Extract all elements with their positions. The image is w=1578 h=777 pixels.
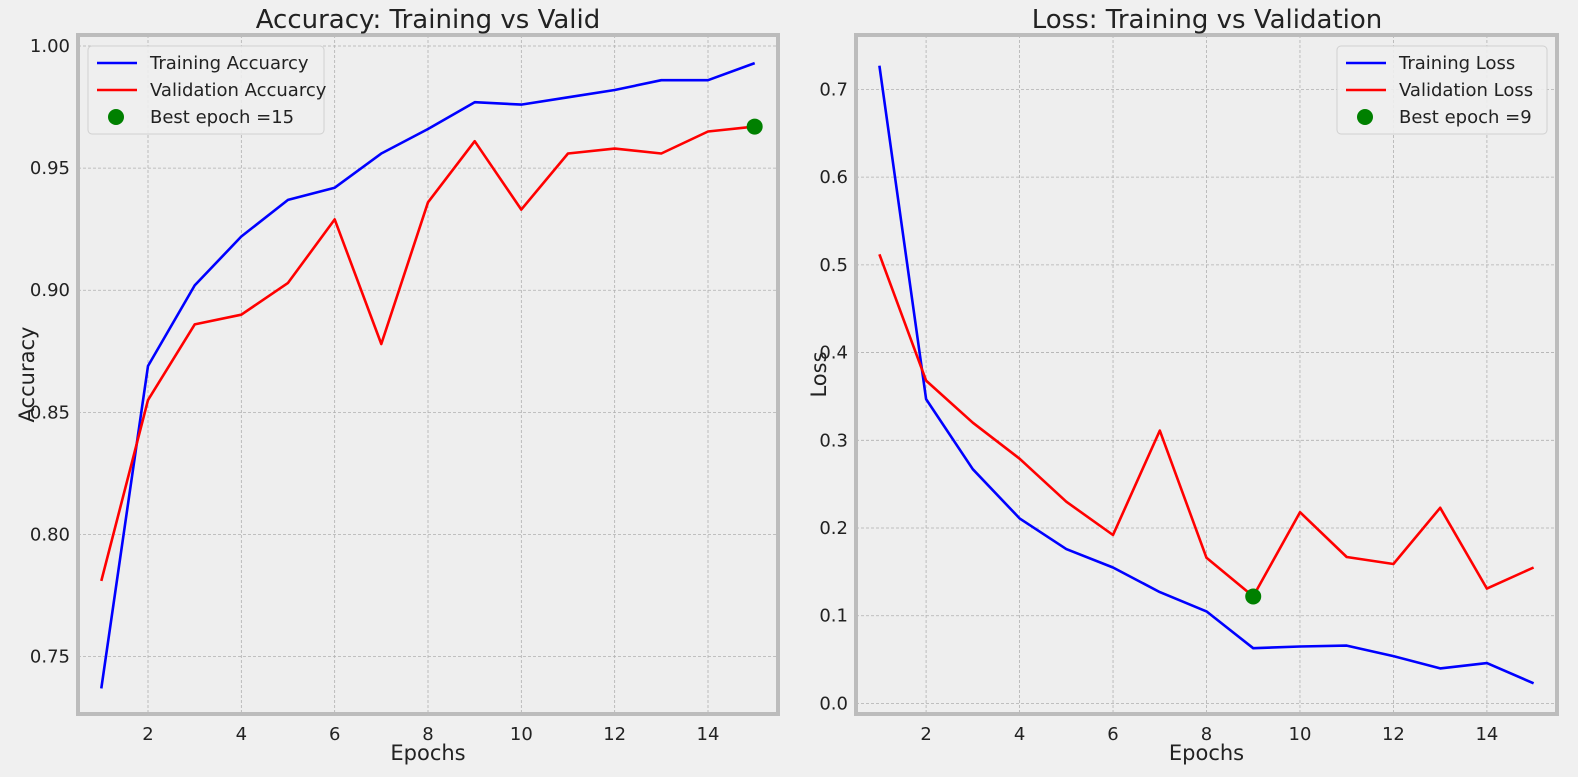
x-tick-label: 10 (510, 724, 533, 745)
axes-frame (854, 33, 1559, 716)
chart-title: Loss: Training vs Validation (1032, 5, 1383, 35)
x-tick-label: 2 (920, 724, 931, 745)
legend-label: Best epoch =9 (1399, 107, 1532, 128)
y-tick-label: 0.85 (30, 402, 70, 423)
legend-swatch (108, 109, 124, 125)
y-tick-label: 0.2 (819, 518, 848, 539)
x-tick-label: 8 (1201, 724, 1212, 745)
x-tick-label: 10 (1289, 724, 1312, 745)
legend: Training Loss Validation Loss Best epoch =… (1336, 45, 1548, 135)
series-line-training (878, 65, 1535, 685)
y-tick-label: 0.95 (30, 158, 70, 179)
x-tick-label: 14 (697, 724, 720, 745)
x-tick-label: 2 (142, 724, 153, 745)
legend-box (87, 45, 325, 135)
y-axis-label: Loss (807, 351, 831, 397)
chart-panel-1: 2 4 6 8 10 12 14 0.75 0.80 0.85 0.90 0.95 1.00 Accura… (15, 5, 780, 765)
x-tick-label: 14 (1475, 724, 1498, 745)
legend-label: Training Accuarcy (149, 53, 309, 74)
x-tick-label: 8 (422, 724, 433, 745)
series-line-validation (878, 253, 1535, 598)
y-tick-label: 0.6 (819, 167, 848, 188)
y-axis-label: Accuracy (15, 327, 39, 423)
legend-label: Validation Loss (1399, 80, 1533, 101)
x-tick-label: 12 (603, 724, 626, 745)
series-line-validation (100, 125, 755, 582)
x-axis-label: Epochs (390, 741, 465, 765)
y-tick-label: 0.1 (819, 606, 848, 627)
legend-label: Validation Accuarcy (150, 80, 327, 101)
x-tick-label: 4 (236, 724, 247, 745)
y-tick-label: 0.3 (819, 430, 848, 451)
legend-box (1336, 45, 1548, 135)
y-tick-label: 0.7 (819, 79, 848, 100)
x-tick-label: 4 (1014, 724, 1025, 745)
x-axis-label: Epochs (1169, 741, 1244, 765)
y-tick-label: 0.4 (819, 343, 848, 364)
series-line-training (100, 61, 756, 689)
x-tick-label: 12 (1382, 724, 1405, 745)
legend-swatch (1357, 109, 1373, 125)
y-tick-label: 0.90 (30, 280, 70, 301)
axes-frame (76, 33, 780, 716)
legend-label: Best epoch =15 (150, 107, 294, 128)
y-tick-label: 0.80 (30, 524, 70, 545)
chart-panel-2: 2 4 6 8 10 12 14 0.0 0.1 0.2 0.3 0.4 0.5 0.6 0.7 Loss: … (807, 5, 1559, 765)
x-tick-label: 6 (329, 724, 340, 745)
legend: Training Accuarcy Validation Accuarcy Best… (87, 45, 327, 135)
best-epoch-point (1245, 588, 1262, 605)
x-tick-label: 6 (1107, 724, 1118, 745)
legend-label: Training Loss (1398, 53, 1515, 74)
y-tick-label: 1.00 (30, 36, 70, 57)
best-epoch-point (746, 118, 763, 135)
y-tick-label: 0.0 (819, 693, 848, 714)
chart-title: Accuracy: Training vs Valid (256, 5, 601, 35)
y-tick-label: 0.75 (30, 647, 70, 668)
y-tick-label: 0.5 (819, 255, 848, 276)
